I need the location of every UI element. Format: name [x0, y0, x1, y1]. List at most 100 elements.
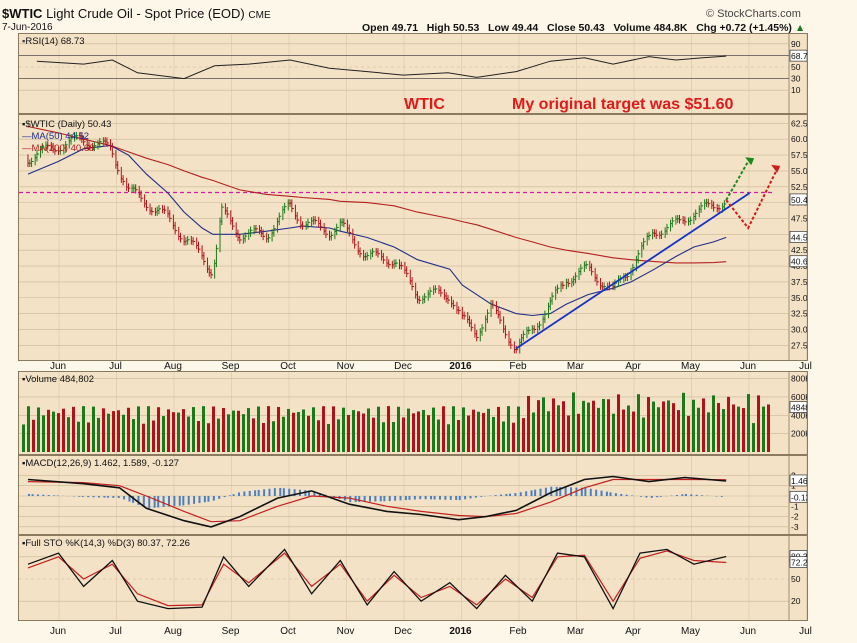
- macd-histogram-bar: [449, 496, 452, 500]
- rsi-last-label-box: [789, 49, 807, 62]
- macd-histogram-bar: [182, 496, 185, 506]
- volume-panel: 800K 600K 400K 200K 484802 ▪Volume 484,802: [18, 371, 808, 455]
- ohlc-readout: Open 49.71 High 50.53 Low 49.44 Close 50…: [362, 22, 805, 34]
- macd-histogram-bar: [394, 496, 397, 501]
- macd-histogram-bar: [282, 488, 285, 496]
- macd-histogram-bar: [112, 496, 115, 498]
- x-tick-label: Jul: [109, 361, 122, 371]
- volume-bar: [242, 414, 245, 452]
- macd-histogram-bar: [178, 496, 181, 506]
- macd-histogram-bar: [27, 493, 30, 496]
- macd-histogram-bar: [555, 486, 558, 496]
- volume-tick-label: 600K: [791, 392, 807, 402]
- rsi-tick-label: 50: [791, 62, 801, 72]
- volume-bar: [612, 413, 615, 452]
- volume-bar: [412, 413, 415, 452]
- price-title: ▪$WTIC (Daily) 50.43: [22, 119, 111, 130]
- volume-bar: [697, 407, 700, 452]
- ma50-swatch-icon: —: [22, 131, 32, 142]
- volume-bar: [147, 406, 150, 452]
- volume-bar: [277, 406, 280, 452]
- macd-tick-label: -1: [791, 501, 799, 511]
- macd-histogram-bar: [650, 496, 653, 498]
- annotation-wtic: WTIC: [404, 96, 445, 113]
- volume-bar: [72, 406, 75, 452]
- volume-bar: [762, 406, 765, 452]
- volume-bar: [212, 406, 215, 452]
- price-tick-label: 57.5: [791, 150, 807, 160]
- macd-histogram-bar: [349, 496, 352, 503]
- volume-bar: [207, 423, 210, 452]
- volume-bar: [352, 410, 355, 452]
- volume-bar: [87, 422, 90, 452]
- price-chart: 62.560.057.555.052.550.047.545.042.540.0…: [19, 115, 807, 360]
- volume-bar: [662, 401, 665, 452]
- macd-histogram-bar: [279, 487, 282, 496]
- volume-bar: [182, 409, 185, 452]
- volume-bar: [692, 399, 695, 452]
- volume-bar: [317, 420, 320, 452]
- volume-bar: [167, 409, 170, 452]
- macd-histogram-bar: [464, 496, 467, 500]
- x-tick-label: Jul: [109, 626, 122, 637]
- volume-bar: [537, 400, 540, 452]
- price-glyph-icon: ▪: [22, 119, 26, 130]
- volume-bar: [402, 417, 405, 452]
- rsi-tick-label: 90: [791, 39, 801, 49]
- volume-bar: [607, 399, 610, 452]
- x-tick-label: Nov: [337, 361, 355, 371]
- price-tick-label: 27.5: [791, 340, 807, 350]
- volume-bar: [767, 404, 770, 452]
- volume-bar: [752, 423, 755, 452]
- macd-histogram-bar: [505, 494, 508, 496]
- macd-histogram-bar: [544, 487, 547, 496]
- volume-bar: [567, 415, 570, 452]
- macd-histogram-bar: [123, 496, 126, 500]
- x-tick-label: Oct: [280, 626, 296, 637]
- macd-histogram-bar: [263, 489, 266, 496]
- macd-histogram-bar: [564, 487, 567, 496]
- sto-title: ▪Full STO %K(14,3) %D(3) 80.37, 72.26: [22, 538, 190, 549]
- ma50-last-label-box: [789, 231, 807, 243]
- macd-histogram-bar: [31, 494, 34, 496]
- volume-bar: [602, 398, 605, 452]
- rsi-line: [36, 55, 727, 80]
- exchange: CME: [248, 10, 271, 21]
- macd-signal-line: [27, 478, 727, 523]
- x-tick-label: Jul: [799, 361, 812, 371]
- macd-histogram-bar: [313, 491, 316, 496]
- sto-d-last-label: 72.26: [791, 558, 807, 568]
- price-tick-label: 42.5: [791, 245, 807, 255]
- x-tick-label: Dec: [394, 361, 412, 371]
- macd-histogram-bar: [625, 494, 628, 496]
- macd-histogram-bar: [720, 496, 723, 497]
- macd-histogram-bar: [132, 496, 135, 503]
- sto-glyph-icon: ▪: [22, 538, 26, 549]
- volume-bar: [187, 416, 190, 452]
- volume-bar: [627, 405, 630, 452]
- volume-bar: [357, 411, 360, 452]
- volume-bar: [367, 408, 370, 452]
- volume-bar: [497, 406, 500, 452]
- macd-histogram-bar: [257, 489, 260, 496]
- macd-histogram-bar: [690, 494, 693, 496]
- macd-histogram-bar: [620, 493, 623, 496]
- x-tick-label: Dec: [394, 626, 412, 637]
- volume-bar: [62, 408, 65, 452]
- volume-bar: [507, 406, 510, 452]
- volume-bar: [97, 417, 100, 452]
- volume-bar: [32, 419, 35, 452]
- volume-bar: [562, 401, 565, 452]
- macd-title-text: MACD(12,26,9) 1.462, 1.589, -0.127: [25, 458, 180, 469]
- volume-glyph-icon: ▪: [22, 374, 26, 385]
- macd-histogram-bar: [519, 492, 522, 496]
- price-tick-label: 30.0: [791, 324, 807, 334]
- volume-bar: [122, 414, 125, 452]
- price-tick-label: 47.5: [791, 213, 807, 223]
- volume-bar: [297, 411, 300, 452]
- volume-bar: [472, 409, 475, 452]
- volume-bar: [117, 410, 120, 452]
- volume-bar: [667, 400, 670, 452]
- ma200-swatch-icon: —: [22, 143, 32, 154]
- volume-bar: [27, 406, 30, 452]
